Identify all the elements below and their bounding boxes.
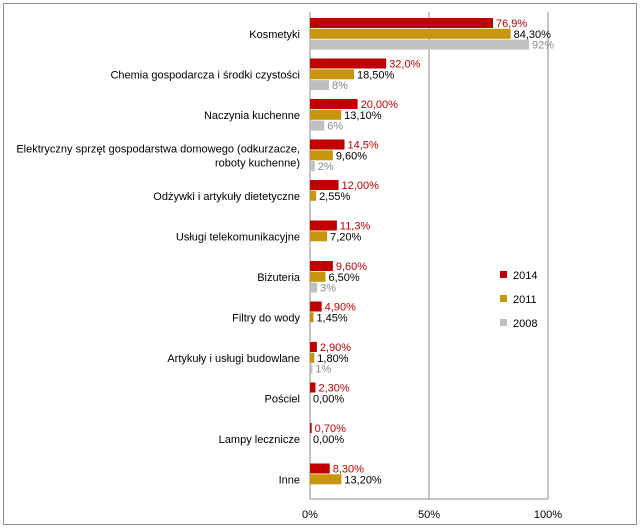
bar-2011-6: [310, 271, 326, 282]
data-label-2008: 3%: [320, 283, 336, 295]
data-label-2011: 9,60%: [336, 150, 367, 162]
category-label: Elektryczny sprzęt gospodarstwa domowego…: [16, 144, 300, 170]
bar-2014-6: [310, 261, 333, 271]
bar-2014-7: [310, 301, 322, 312]
data-label-2014: 9,60%: [336, 261, 367, 273]
data-label-2008: 8%: [332, 80, 348, 92]
data-label-2011: 2,55%: [319, 191, 350, 203]
bar-2011-0: [310, 28, 511, 39]
data-label-2011: 1,45%: [316, 312, 347, 324]
data-label-2008: 1%: [315, 364, 331, 376]
bar-2014-3: [310, 139, 345, 150]
data-label-2011: 6,50%: [328, 272, 359, 284]
data-label-2014: 76,9%: [496, 18, 527, 30]
data-label-2014: 0,70%: [315, 423, 346, 435]
legend-entry-2008: 2008: [500, 318, 537, 330]
bar-2008-8: [310, 363, 313, 374]
bar-2014-5: [310, 220, 337, 231]
data-label-2014: 32,0%: [389, 59, 420, 71]
category-label: Usługi telekomunikacyjne: [176, 232, 300, 244]
bar-2014-11: [310, 463, 330, 474]
data-label-2014: 2,30%: [318, 383, 349, 395]
data-label-2011: 0,00%: [313, 393, 344, 405]
legend-label: 2008: [513, 318, 537, 330]
legend-entry-2014: 2014: [500, 270, 537, 282]
bar-2014-8: [310, 342, 317, 352]
category-label: Chemia gospodarcza i środki czystości: [110, 70, 300, 82]
data-label-2008: 92%: [532, 40, 554, 52]
bar-2011-5: [310, 231, 328, 242]
category-label: Naczynia kuchenne: [204, 110, 300, 122]
bar-2011-3: [310, 150, 333, 161]
legend-swatch: [500, 271, 507, 278]
data-label-2014: 11,3%: [340, 221, 371, 233]
data-label-2011: 13,20%: [344, 474, 382, 486]
data-label-2014: 8,30%: [333, 464, 364, 476]
data-label-2008: 6%: [327, 121, 343, 133]
bar-2008-2: [310, 120, 325, 131]
bar-2014-0: [310, 18, 494, 28]
legend-label: 2014: [513, 270, 537, 282]
data-label-2011: 18,50%: [357, 69, 395, 81]
legend-entry-2011: 2011: [500, 294, 537, 306]
bar-2014-1: [310, 58, 387, 69]
data-label-2011: 84,30%: [514, 29, 552, 41]
data-label-2014: 4,90%: [325, 302, 356, 314]
legend-label: 2011: [513, 294, 537, 306]
legend-swatch: [500, 319, 507, 326]
bar-2014-2: [310, 99, 358, 109]
bar-2011-8: [310, 352, 315, 363]
bar-2011-7: [310, 312, 314, 323]
bar-2008-0: [310, 39, 529, 50]
bar-2014-4: [310, 180, 339, 190]
legend-swatch: [500, 295, 507, 302]
bar-2008-1: [310, 80, 330, 91]
bar-2011-4: [310, 190, 317, 201]
x-tick-label: 100%: [534, 509, 562, 521]
category-label: Filtry do wody: [232, 313, 300, 325]
category-label: Odżywki i artykuły dietetyczne: [153, 191, 300, 203]
x-tick-label: 0%: [302, 509, 318, 521]
data-label-2011: 1,80%: [317, 353, 348, 365]
data-label-2011: 13,10%: [344, 110, 382, 122]
category-label: Lampy lecznicze: [219, 434, 300, 446]
data-label-2014: 2,90%: [320, 342, 351, 354]
category-label: Kosmetyki: [249, 29, 300, 41]
category-label: Biżuteria: [257, 272, 301, 284]
category-label: Artykuły i usługi budowlane: [167, 353, 300, 365]
bar-2011-2: [310, 109, 342, 120]
data-label-2008: 2%: [318, 161, 334, 173]
category-label: Pościel: [265, 394, 300, 406]
bar-2008-6: [310, 282, 318, 293]
bar-2014-9: [310, 382, 316, 393]
data-label-2014: 12,00%: [342, 180, 380, 192]
bar-2014-10: [310, 423, 312, 433]
category-label: Inne: [279, 475, 300, 487]
data-label-2014: 20,00%: [361, 99, 399, 111]
bar-2008-3: [310, 161, 315, 172]
data-label-2014: 14,5%: [348, 140, 379, 152]
x-tick-label: 50%: [418, 509, 440, 521]
bar-2011-1: [310, 69, 355, 80]
data-label-2011: 0,00%: [313, 434, 344, 446]
data-label-2011: 7,20%: [330, 231, 361, 243]
bar-2011-11: [310, 474, 342, 485]
